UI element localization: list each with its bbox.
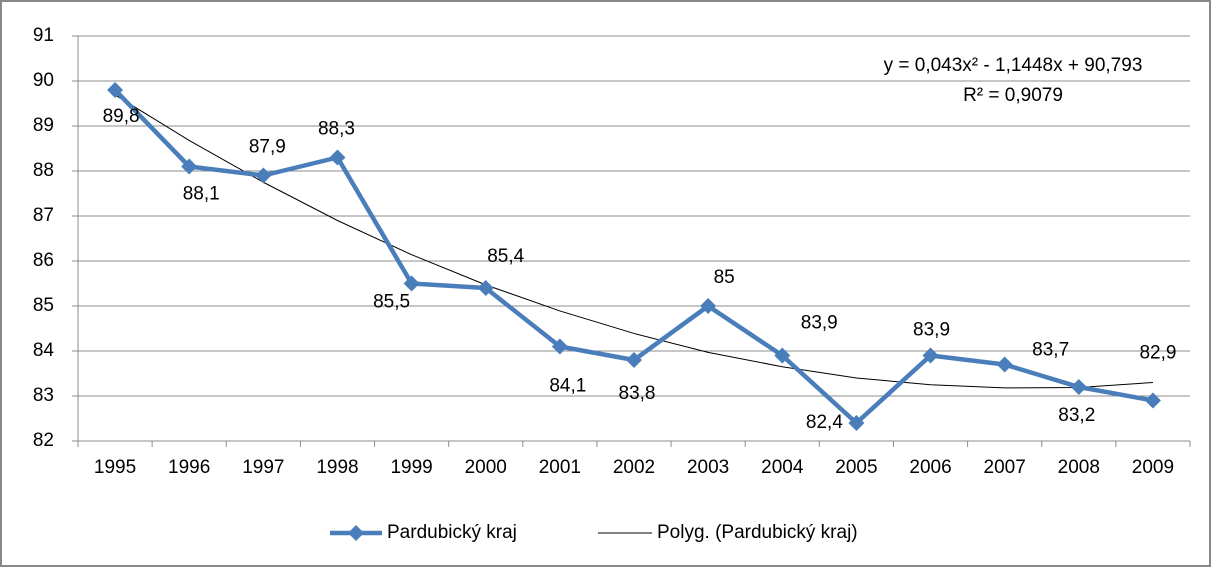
x-tick-label: 1998 [316,457,358,478]
x-tick-label: 1997 [242,457,284,478]
data-label: 85 [714,267,735,288]
trend-r-squared: R² = 0,9079 [963,85,1063,106]
x-tick-label: 2001 [539,457,581,478]
y-tick-label: 85 [33,295,54,316]
data-label: 82,9 [1139,343,1176,364]
y-tick-label: 84 [33,340,55,361]
y-tick-label: 86 [33,250,54,271]
data-point [626,352,642,368]
x-tick-label: 1995 [94,457,136,478]
data-point [477,280,494,296]
data-point [329,149,346,166]
legend-marker [348,525,364,541]
x-tick-label: 1999 [390,457,432,478]
data-label: 83,9 [801,313,838,334]
data-point [255,167,272,184]
data-point [848,415,865,431]
x-tick-label: 2002 [613,457,655,478]
x-tick-label: 1996 [168,457,210,478]
data-label: 88,1 [183,184,220,205]
data-label: 84,1 [549,376,586,397]
trend-equation: y = 0,043x² - 1,1448x + 90,793 [884,55,1143,76]
data-point [107,82,124,98]
data-point [403,275,420,292]
data-point [551,338,568,355]
x-tick-label: 2008 [1058,457,1100,478]
x-tick-label: 2000 [465,457,507,478]
data-point [1070,379,1087,395]
data-point [774,347,791,364]
y-tick-label: 89 [33,115,54,136]
y-tick-label: 91 [33,25,54,46]
data-label: 85,5 [373,292,410,313]
data-label: 83,2 [1058,405,1095,426]
x-tick-label: 2004 [761,457,804,478]
data-point [996,356,1013,373]
data-label: 85,4 [487,246,524,267]
y-tick-label: 82 [33,430,54,451]
x-tick-label: 2003 [687,457,729,478]
data-label: 83,9 [913,320,950,341]
data-label: 83,7 [1032,340,1069,361]
y-tick-label: 87 [33,205,54,226]
x-tick-label: 2007 [984,457,1026,478]
data-label: 82,4 [806,412,843,433]
data-point [1144,392,1161,409]
y-tick-label: 83 [33,385,54,406]
y-tick-label: 90 [33,70,54,91]
data-label: 83,8 [619,383,656,404]
x-tick-label: 2009 [1132,457,1174,478]
x-tick-label: 2006 [909,457,951,478]
legend-label: Pardubický kraj [387,522,517,543]
data-point [181,158,198,175]
trend-line [114,94,1153,389]
x-tick-label: 2005 [835,457,877,478]
data-label: 87,9 [249,137,286,158]
data-label: 89,8 [103,106,140,127]
legend-label: Polyg. (Pardubický kraj) [657,522,858,543]
y-tick-label: 88 [33,160,54,181]
data-point [922,347,939,364]
data-point [700,298,717,314]
data-label: 88,3 [318,119,355,140]
